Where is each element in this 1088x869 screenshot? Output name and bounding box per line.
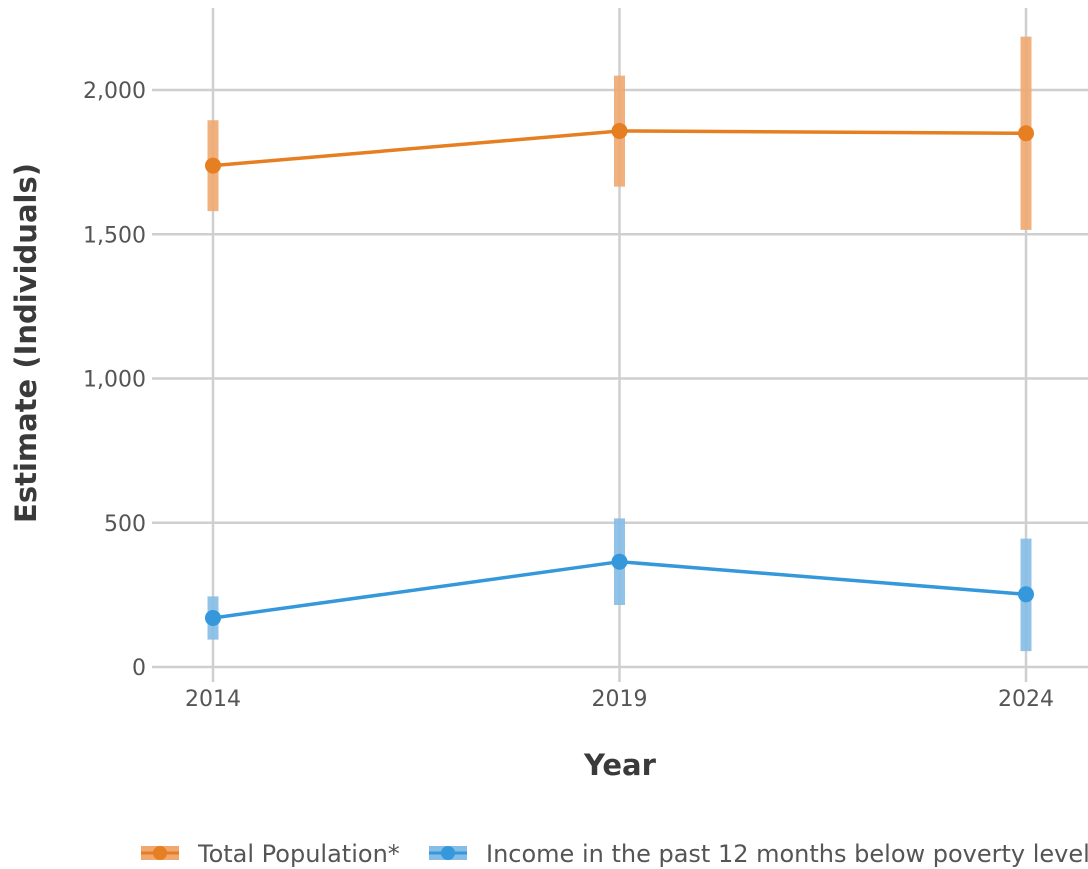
y-axis-title: Estimate (Individuals) — [9, 163, 43, 523]
data-point — [1018, 586, 1034, 602]
y-tick-label: 500 — [104, 512, 146, 537]
legend-label: Total Population* — [197, 840, 400, 868]
legend-key-point — [153, 846, 167, 860]
y-tick-label: 0 — [132, 656, 146, 681]
legend-item: Total Population* — [141, 840, 400, 868]
x-tick-labels: 2014 2019 2024 — [185, 687, 1054, 712]
y-tick-label: 2,000 — [83, 79, 146, 104]
y-tick-label: 1,500 — [83, 223, 146, 248]
data-point — [205, 610, 221, 626]
y-tick-labels: 0 500 1,000 1,500 2,000 — [83, 79, 146, 681]
legend-label: Income in the past 12 months below pover… — [486, 840, 1088, 868]
x-tick-label: 2014 — [185, 687, 241, 712]
legend-item: Income in the past 12 months below pover… — [429, 840, 1088, 868]
data-point — [1018, 125, 1034, 141]
y-tick-label: 1,000 — [83, 368, 146, 393]
data-point — [612, 554, 628, 570]
legend: Total Population* Income in the past 12 m… — [141, 840, 1088, 868]
legend-key-point — [441, 846, 455, 860]
x-axis-title: Year — [583, 748, 657, 782]
x-tick-label: 2019 — [592, 687, 648, 712]
data-point — [205, 158, 221, 174]
x-tick-label: 2024 — [998, 687, 1054, 712]
data-point — [612, 123, 628, 139]
